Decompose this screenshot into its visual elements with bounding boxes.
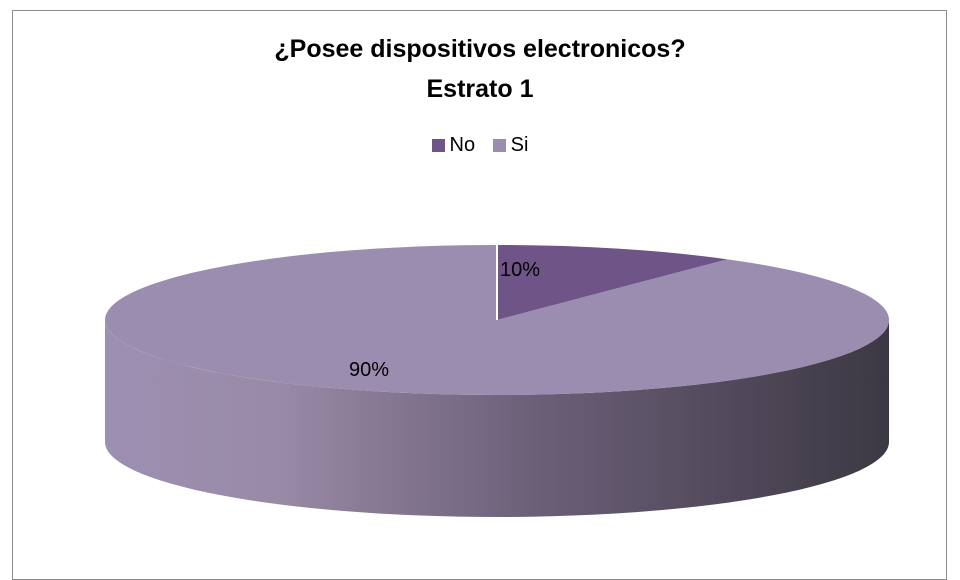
pie-slice-no	[497, 245, 728, 320]
data-label-no: 10%	[500, 259, 540, 281]
legend-item-si: Si	[492, 134, 529, 157]
chart-title: ¿Posee dispositivos electronicos?	[274, 35, 686, 63]
chart-subtitle: Estrato 1	[426, 75, 534, 103]
legend-item-no: No	[431, 134, 476, 157]
legend-label-no: No	[449, 134, 476, 156]
legend: No Si	[0, 134, 960, 158]
pie-side-si	[105, 320, 889, 517]
legend-swatch-no	[431, 139, 445, 152]
data-label-si: 90%	[349, 359, 389, 381]
legend-label-si: Si	[510, 134, 529, 156]
legend-swatch-si	[492, 139, 506, 152]
